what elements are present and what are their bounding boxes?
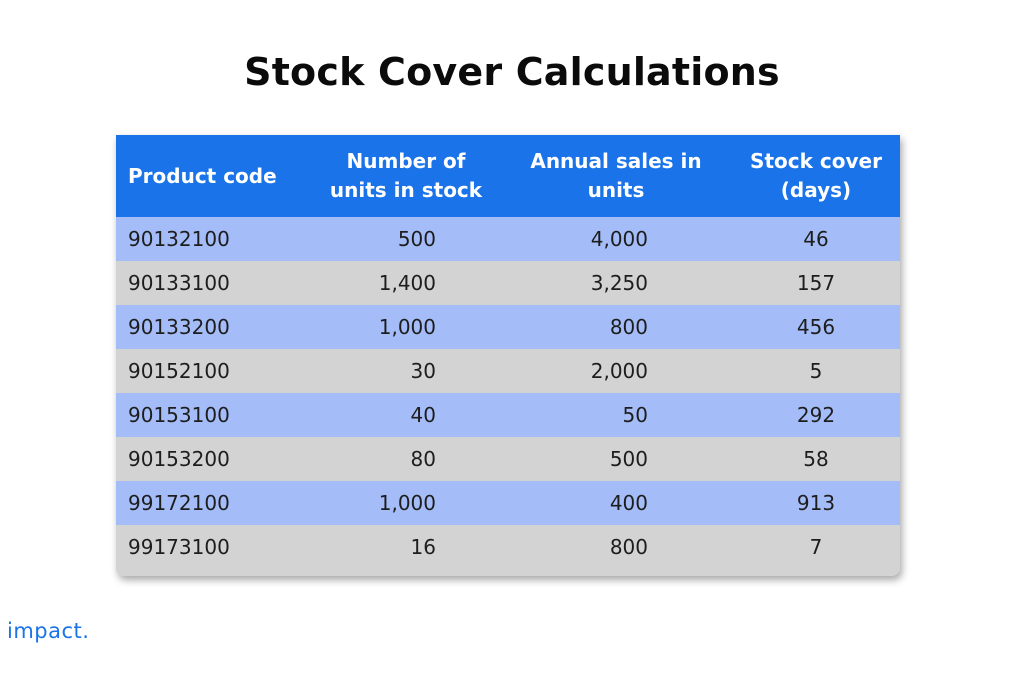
header-product-code: Product code bbox=[128, 163, 277, 188]
table-row: 99172100 1,000 400 913 bbox=[116, 481, 900, 525]
cell-stock-cover: 46 bbox=[803, 227, 829, 251]
cell-units-in-stock: 40 bbox=[410, 403, 436, 427]
stock-cover-table: Product code Number of units in stock An… bbox=[116, 135, 900, 576]
table-row: 90133200 1,000 800 456 bbox=[116, 305, 900, 349]
cell-stock-cover: 292 bbox=[796, 403, 836, 427]
cell-units-in-stock: 1,400 bbox=[378, 271, 436, 295]
cell-units-in-stock: 30 bbox=[410, 359, 436, 383]
cell-stock-cover: 5 bbox=[809, 359, 823, 383]
cell-product-code: 99172100 bbox=[128, 491, 230, 515]
table-row: 90153200 80 500 58 bbox=[116, 437, 900, 481]
cell-product-code: 90153200 bbox=[128, 447, 230, 471]
table-row: 90132100 500 4,000 46 bbox=[116, 217, 900, 261]
cell-annual-sales: 400 bbox=[609, 491, 648, 515]
cell-annual-sales: 800 bbox=[609, 315, 648, 339]
cell-annual-sales: 3,250 bbox=[590, 271, 648, 295]
page-title: Stock Cover Calculations bbox=[244, 50, 780, 94]
table-row: 90153100 40 50 292 bbox=[116, 393, 900, 437]
header-annual-sales: Annual sales in units bbox=[530, 149, 702, 202]
cell-stock-cover: 7 bbox=[809, 535, 823, 559]
cell-units-in-stock: 16 bbox=[410, 535, 436, 559]
cell-product-code: 90133200 bbox=[128, 315, 230, 339]
table-row: 99173100 16 800 7 bbox=[116, 525, 900, 569]
cell-units-in-stock: 80 bbox=[410, 447, 436, 471]
cell-product-code: 90132100 bbox=[128, 227, 230, 251]
cell-stock-cover: 913 bbox=[796, 491, 836, 515]
cell-units-in-stock: 500 bbox=[397, 227, 436, 251]
cell-units-in-stock: 1,000 bbox=[378, 491, 436, 515]
cell-stock-cover: 456 bbox=[796, 315, 836, 339]
cell-product-code: 99173100 bbox=[128, 535, 230, 559]
cell-annual-sales: 800 bbox=[609, 535, 648, 559]
cell-annual-sales: 500 bbox=[609, 447, 648, 471]
cell-units-in-stock: 1,000 bbox=[378, 315, 436, 339]
table-header: Product code Number of units in stock An… bbox=[116, 135, 900, 217]
table-row: 90152100 30 2,000 5 bbox=[116, 349, 900, 393]
cell-annual-sales: 50 bbox=[622, 403, 648, 427]
header-stock-cover: Stock cover (days) bbox=[750, 149, 882, 202]
header-units-in-stock: Number of units in stock bbox=[329, 149, 483, 202]
cell-stock-cover: 58 bbox=[803, 447, 829, 471]
cell-annual-sales: 4,000 bbox=[590, 227, 648, 251]
table-row: 90133100 1,400 3,250 157 bbox=[116, 261, 900, 305]
cell-product-code: 90153100 bbox=[128, 403, 230, 427]
cell-annual-sales: 2,000 bbox=[590, 359, 648, 383]
cell-product-code: 90133100 bbox=[128, 271, 230, 295]
brand-logo: impact. bbox=[7, 619, 90, 643]
cell-product-code: 90152100 bbox=[128, 359, 230, 383]
cell-stock-cover: 157 bbox=[796, 271, 836, 295]
